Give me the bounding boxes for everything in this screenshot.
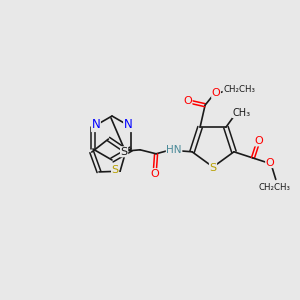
Text: CH₂CH₃: CH₂CH₃ bbox=[259, 183, 291, 192]
Text: S: S bbox=[112, 165, 119, 175]
Text: O: O bbox=[151, 169, 160, 179]
Text: O: O bbox=[212, 88, 220, 98]
Text: O: O bbox=[266, 158, 274, 167]
Text: O: O bbox=[183, 96, 192, 106]
Text: CH₃: CH₃ bbox=[232, 108, 250, 118]
Text: HN: HN bbox=[166, 145, 182, 155]
Text: O: O bbox=[254, 136, 263, 146]
Text: S: S bbox=[209, 163, 217, 173]
Text: CH₂CH₃: CH₂CH₃ bbox=[223, 85, 255, 94]
Text: N: N bbox=[124, 118, 132, 131]
Text: N: N bbox=[92, 118, 100, 131]
Text: S: S bbox=[121, 147, 128, 157]
